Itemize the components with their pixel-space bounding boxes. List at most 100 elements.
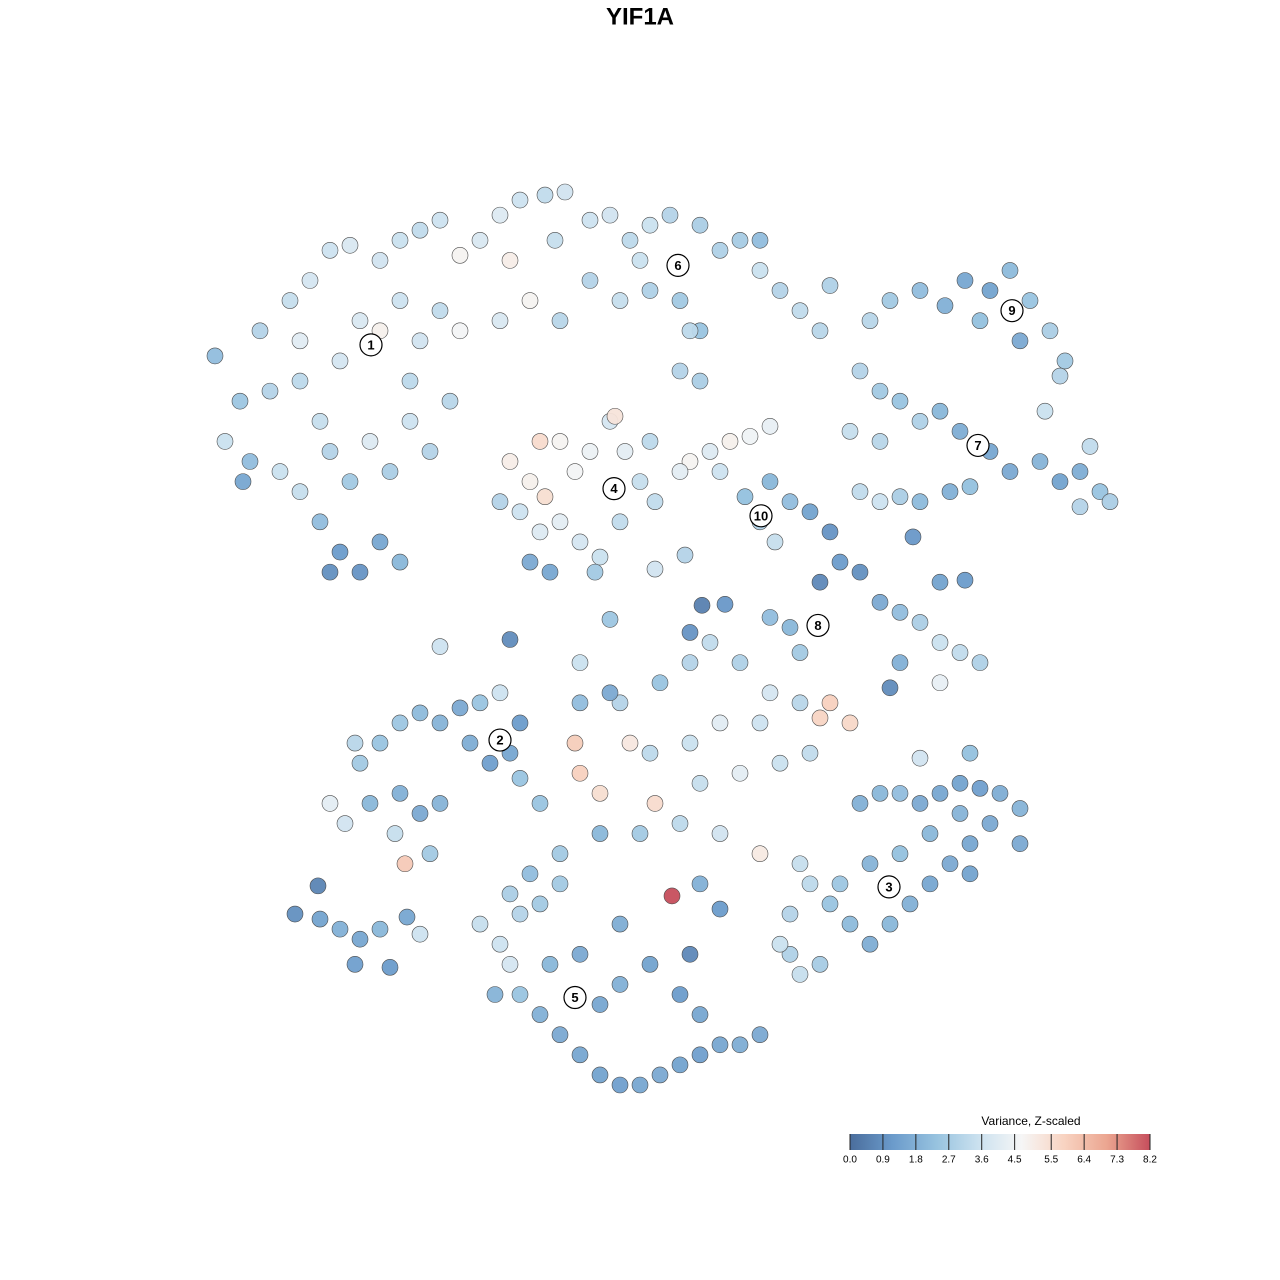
- point: [891, 604, 909, 621]
- point: [531, 895, 549, 913]
- point: [911, 493, 929, 511]
- point: [401, 372, 419, 390]
- point: [621, 734, 639, 752]
- point: [791, 966, 809, 983]
- point: [861, 312, 879, 330]
- colorbar-tick-label: 8.2: [1143, 1155, 1157, 1166]
- point: [481, 754, 499, 772]
- point: [681, 322, 699, 340]
- point: [346, 734, 364, 752]
- point: [711, 1036, 729, 1054]
- point: [321, 443, 339, 460]
- point: [663, 887, 681, 905]
- point: [281, 292, 299, 309]
- point: [711, 242, 729, 259]
- point: [1001, 262, 1019, 279]
- point: [591, 825, 609, 842]
- point: [781, 619, 799, 636]
- point: [1091, 483, 1109, 500]
- point: [301, 272, 319, 289]
- point: [571, 945, 589, 963]
- point: [331, 920, 349, 938]
- point: [471, 915, 489, 933]
- point: [601, 611, 619, 628]
- point: [231, 392, 249, 410]
- point: [571, 694, 589, 712]
- point: [556, 183, 574, 201]
- point: [1011, 835, 1029, 852]
- point: [391, 785, 409, 802]
- point: [891, 654, 909, 671]
- point: [641, 956, 659, 973]
- point: [671, 463, 689, 480]
- point: [346, 956, 364, 973]
- point: [631, 825, 649, 842]
- point: [801, 875, 819, 893]
- point: [234, 473, 252, 490]
- point: [766, 533, 784, 551]
- point: [391, 553, 409, 571]
- colorbar-title: Variance, Z-scaled: [981, 1114, 1080, 1128]
- point: [551, 312, 569, 330]
- point: [871, 433, 889, 450]
- point: [841, 714, 859, 732]
- point: [311, 910, 329, 928]
- point: [271, 463, 289, 480]
- point: [491, 935, 509, 953]
- point: [541, 563, 559, 581]
- point: [681, 654, 699, 671]
- point: [681, 734, 699, 752]
- point: [531, 1006, 549, 1023]
- point: [311, 412, 329, 430]
- point: [751, 262, 769, 279]
- cluster-label: 9: [1008, 303, 1015, 318]
- point: [486, 986, 504, 1003]
- point: [1051, 473, 1069, 490]
- point: [1041, 322, 1059, 340]
- point: [1021, 292, 1039, 309]
- point: [971, 654, 989, 671]
- point: [1081, 438, 1099, 455]
- point: [821, 277, 839, 294]
- colorbar-tick-label: 6.4: [1077, 1155, 1091, 1166]
- point: [921, 875, 939, 893]
- point: [511, 503, 529, 521]
- point: [711, 825, 729, 842]
- point: [931, 573, 949, 591]
- point: [646, 493, 664, 511]
- point: [951, 644, 969, 661]
- point: [961, 478, 979, 495]
- point: [731, 654, 749, 671]
- point: [971, 312, 989, 330]
- point: [781, 905, 799, 923]
- point: [536, 186, 554, 204]
- point: [621, 231, 639, 249]
- point: [501, 885, 519, 903]
- point: [1071, 498, 1089, 516]
- point: [501, 453, 519, 470]
- point: [671, 362, 689, 380]
- point: [311, 513, 329, 531]
- point: [641, 216, 659, 234]
- cluster-label: 6: [674, 258, 681, 273]
- point: [921, 825, 939, 842]
- point: [651, 674, 669, 692]
- point: [851, 563, 869, 581]
- point: [581, 443, 599, 460]
- point: [676, 546, 694, 564]
- point: [671, 986, 689, 1003]
- point: [371, 252, 389, 269]
- point: [631, 473, 649, 490]
- point: [571, 1046, 589, 1064]
- point: [1011, 332, 1029, 350]
- point: [216, 433, 234, 450]
- point: [571, 654, 589, 671]
- point: [351, 930, 369, 948]
- point: [396, 855, 414, 873]
- colorbar: [850, 1134, 1150, 1150]
- point: [491, 684, 509, 702]
- point: [931, 674, 949, 692]
- point: [551, 845, 569, 863]
- point: [411, 925, 429, 943]
